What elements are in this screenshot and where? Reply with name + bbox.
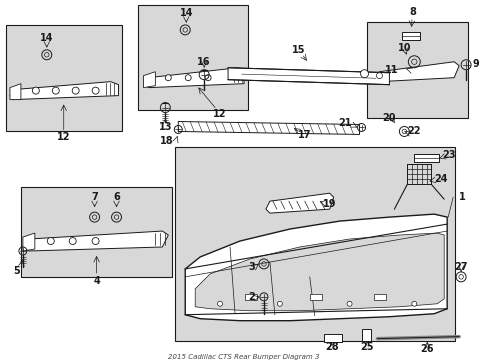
Bar bbox=[323, 334, 341, 342]
Polygon shape bbox=[143, 68, 244, 87]
Polygon shape bbox=[23, 231, 168, 251]
Circle shape bbox=[72, 87, 79, 94]
Text: 27: 27 bbox=[453, 262, 467, 272]
Polygon shape bbox=[195, 233, 443, 311]
Circle shape bbox=[69, 238, 76, 244]
Circle shape bbox=[217, 301, 222, 306]
Circle shape bbox=[185, 75, 191, 81]
Text: 2015 Cadillac CTS Rear Bumper Diagram 3: 2015 Cadillac CTS Rear Bumper Diagram 3 bbox=[168, 354, 319, 360]
Polygon shape bbox=[227, 68, 388, 85]
Bar bbox=[402, 32, 419, 40]
Polygon shape bbox=[143, 72, 155, 87]
Polygon shape bbox=[10, 84, 21, 100]
Bar bbox=[413, 154, 438, 162]
Text: 16: 16 bbox=[197, 57, 210, 67]
Text: 18: 18 bbox=[160, 136, 173, 147]
Text: 22: 22 bbox=[407, 126, 420, 136]
Text: 13: 13 bbox=[158, 122, 172, 132]
Bar bbox=[367, 22, 467, 117]
Bar bbox=[175, 147, 454, 341]
Text: 6: 6 bbox=[113, 192, 120, 202]
Text: 11: 11 bbox=[384, 65, 397, 75]
Circle shape bbox=[360, 70, 368, 78]
Text: 10: 10 bbox=[397, 43, 410, 53]
Bar bbox=[6, 25, 122, 131]
Text: 9: 9 bbox=[471, 59, 478, 69]
Circle shape bbox=[32, 87, 39, 94]
Bar bbox=[21, 187, 172, 277]
Circle shape bbox=[376, 73, 382, 79]
Circle shape bbox=[165, 75, 171, 81]
Text: 14: 14 bbox=[40, 33, 54, 43]
Polygon shape bbox=[185, 214, 446, 321]
Text: 8: 8 bbox=[408, 7, 415, 17]
Text: 5: 5 bbox=[14, 266, 20, 276]
Polygon shape bbox=[23, 233, 35, 251]
Text: 25: 25 bbox=[360, 342, 373, 352]
Circle shape bbox=[346, 301, 351, 306]
Text: 17: 17 bbox=[297, 130, 311, 140]
Polygon shape bbox=[374, 62, 458, 82]
Text: 3: 3 bbox=[248, 262, 254, 272]
Bar bbox=[138, 5, 247, 109]
Text: 28: 28 bbox=[324, 342, 338, 352]
Text: 12: 12 bbox=[57, 132, 70, 143]
Circle shape bbox=[277, 301, 282, 306]
Text: 7: 7 bbox=[91, 192, 98, 202]
Text: 20: 20 bbox=[382, 113, 395, 122]
Text: 15: 15 bbox=[291, 45, 305, 55]
Circle shape bbox=[411, 301, 416, 306]
Text: 26: 26 bbox=[420, 343, 433, 354]
Circle shape bbox=[205, 75, 211, 81]
Circle shape bbox=[92, 238, 99, 244]
Text: 24: 24 bbox=[433, 174, 447, 184]
Circle shape bbox=[52, 87, 59, 94]
Bar bbox=[374, 294, 386, 300]
Text: 1: 1 bbox=[458, 192, 465, 202]
Polygon shape bbox=[10, 82, 118, 100]
Bar bbox=[407, 164, 430, 184]
Text: 4: 4 bbox=[93, 276, 100, 286]
Polygon shape bbox=[265, 193, 333, 213]
Bar bbox=[244, 294, 256, 300]
Circle shape bbox=[47, 238, 54, 244]
Text: 21: 21 bbox=[337, 118, 351, 129]
Bar bbox=[361, 329, 371, 341]
Text: 14: 14 bbox=[179, 8, 193, 18]
Text: 19: 19 bbox=[322, 199, 336, 209]
Text: 23: 23 bbox=[441, 150, 455, 160]
Text: 12: 12 bbox=[213, 108, 226, 118]
Bar bbox=[309, 294, 321, 300]
Polygon shape bbox=[178, 122, 359, 134]
Circle shape bbox=[92, 87, 99, 94]
Text: 2: 2 bbox=[248, 292, 254, 302]
